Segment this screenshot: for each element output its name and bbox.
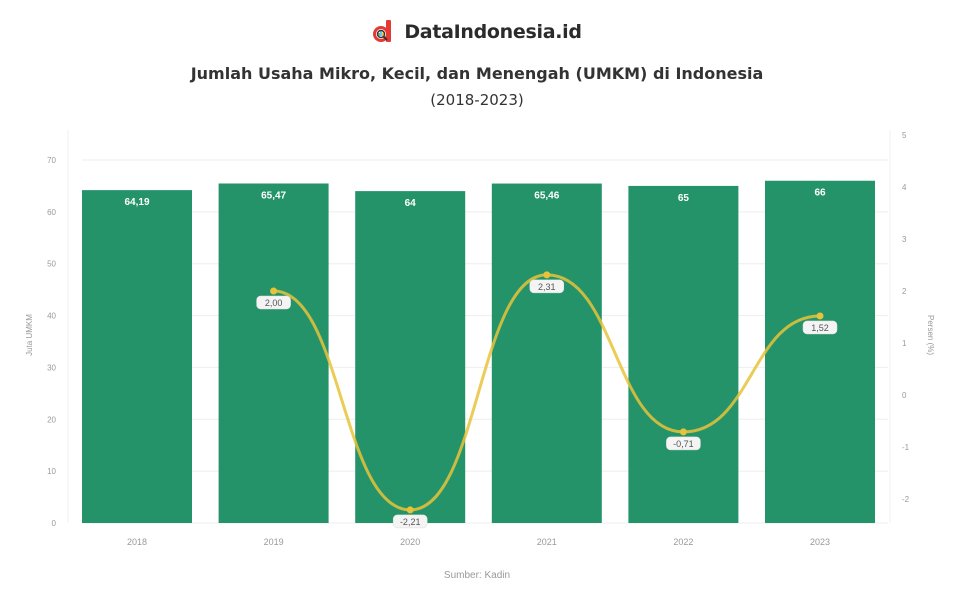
left-axis: 0 10 20 30 40 50 60 70 (47, 130, 69, 528)
bar-2020[interactable] (355, 191, 466, 523)
line-point[interactable] (406, 506, 414, 514)
line-point[interactable] (543, 271, 551, 279)
bar-2018[interactable] (82, 190, 192, 523)
y-tick-right: 5 (902, 131, 907, 140)
line-value-label: 1,52 (811, 323, 829, 333)
line-label-box (802, 320, 838, 335)
y-tick-right: 2 (902, 287, 907, 296)
bar-series: 64,19 65,47 64 65,46 65 66 (82, 180, 875, 524)
growth-line (273, 273, 821, 512)
bar-2022[interactable] (628, 185, 739, 523)
gridlines (82, 159, 888, 524)
line-label-box (529, 279, 565, 294)
source-note: Sumber: Kadin (443, 570, 511, 581)
y-tick-left: 60 (47, 208, 56, 217)
chart-title: Jumlah Usaha Mikro, Kecil, dan Menengah … (190, 64, 764, 83)
bar-value-label: 65,47 (261, 190, 286, 201)
y-tick-right: -1 (902, 443, 910, 452)
y-tick-right: 0 (902, 391, 907, 400)
y-tick-left: 50 (47, 260, 56, 269)
line-value-label: -2,21 (400, 517, 421, 527)
bar-2019[interactable] (218, 183, 329, 524)
bar-2021[interactable] (491, 183, 602, 523)
brand-header: DataIndonesia.id (0, 20, 954, 44)
x-tick: 2022 (673, 537, 693, 547)
x-tick: 2019 (264, 537, 284, 547)
bar-value-label: 64 (405, 198, 417, 209)
y-axis-title-right: Persen (%) (926, 315, 935, 355)
x-axis: 2018 2019 2020 2021 2022 2023 (127, 537, 830, 547)
y-tick-left: 40 (47, 312, 56, 321)
line-label-box (392, 514, 428, 529)
x-tick: 2023 (810, 537, 830, 547)
line-label-box (256, 295, 291, 310)
bar-2023[interactable] (765, 180, 875, 523)
bar-value-label: 64,19 (124, 197, 149, 208)
line-value-label: 2,00 (265, 298, 283, 308)
line-value-label: -0,71 (673, 439, 694, 449)
y-tick-left: 30 (47, 363, 56, 372)
y-tick-right: 3 (902, 235, 907, 244)
line-label-box (666, 436, 701, 451)
line-point[interactable] (679, 428, 687, 436)
y-tick-right: 1 (902, 339, 907, 348)
y-tick-left: 20 (47, 415, 56, 424)
bar-value-label: 65 (678, 193, 690, 204)
y-tick-left: 70 (47, 156, 56, 165)
x-tick: 2018 (127, 537, 147, 547)
brand-name: DataIndonesia.id (404, 21, 582, 43)
line-point[interactable] (270, 287, 278, 295)
y-tick-right: -2 (902, 495, 910, 504)
y-tick-right: 4 (902, 183, 907, 192)
y-tick-left: 0 (52, 519, 57, 528)
line-series: 2,00 -2,21 2,31 -0,71 1,52 (256, 271, 838, 529)
y-tick-left: 10 (47, 467, 56, 476)
x-tick: 2020 (400, 537, 420, 547)
line-point[interactable] (816, 312, 824, 320)
chart-subtitle: (2018-2023) (430, 91, 524, 109)
line-value-label: 2,31 (538, 282, 556, 292)
x-tick: 2021 (537, 537, 557, 547)
y-axis-title-left: Juta UMKM (25, 314, 34, 356)
right-axis: -2 -1 0 1 2 3 4 5 (889, 130, 910, 523)
bar-value-label: 66 (814, 188, 826, 199)
bar-value-label: 65,46 (534, 191, 559, 202)
magnifier-d-logo-icon (372, 20, 394, 44)
